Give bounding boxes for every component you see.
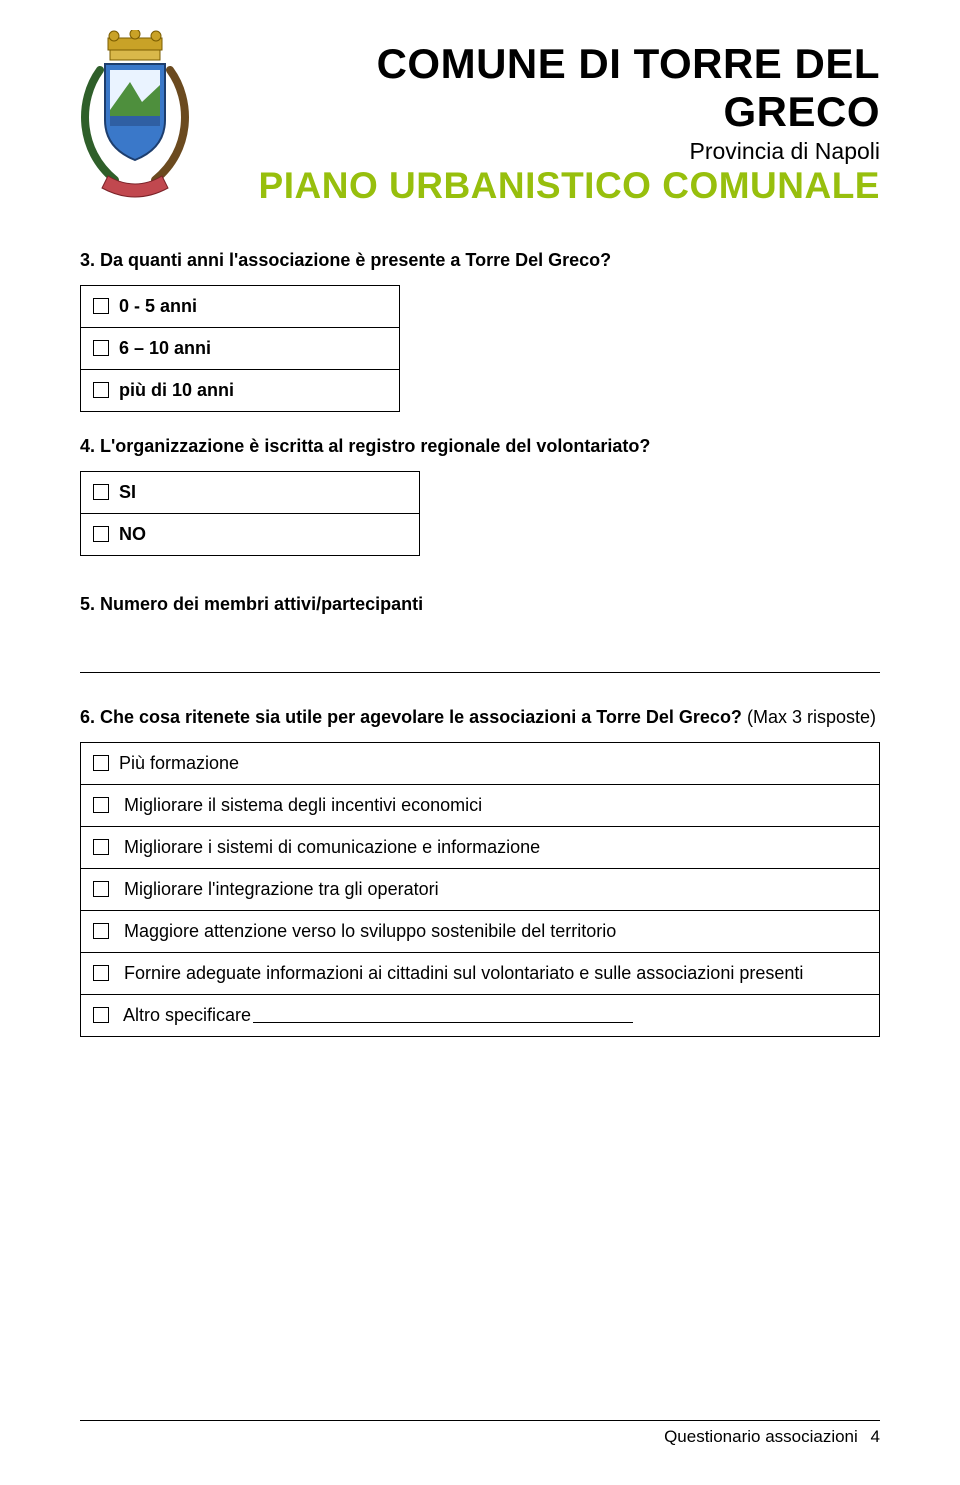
checkbox-icon[interactable] bbox=[93, 881, 109, 897]
q4-option-0-label: SI bbox=[119, 482, 136, 502]
header-plan-title: PIANO URBANISTICO COMUNALE bbox=[220, 165, 880, 207]
q6-other-line[interactable] bbox=[253, 1022, 633, 1023]
footer-rule bbox=[80, 1420, 880, 1421]
checkbox-icon[interactable] bbox=[93, 965, 109, 981]
form-content: 3. Da quanti anni l'associazione è prese… bbox=[80, 250, 880, 1037]
q6-option-2[interactable]: Migliorare i sistemi di comunicazione e … bbox=[81, 827, 880, 869]
checkbox-icon[interactable] bbox=[93, 923, 109, 939]
footer-text: Questionario associazioni 4 bbox=[80, 1427, 880, 1447]
q6-option-5-label: Fornire adeguate informazioni ai cittadi… bbox=[119, 963, 803, 983]
q6-option-0[interactable]: Più formazione bbox=[81, 743, 880, 785]
header-subtitle: Provincia di Napoli bbox=[220, 138, 880, 165]
q3-option-0[interactable]: 0 - 5 anni bbox=[81, 286, 400, 328]
footer-page-number: 4 bbox=[871, 1427, 880, 1446]
question-6-prompt: 6. Che cosa ritenete sia utile per agevo… bbox=[80, 707, 880, 728]
footer-label: Questionario associazioni bbox=[664, 1427, 858, 1446]
q6-option-1[interactable]: Migliorare il sistema degli incentivi ec… bbox=[81, 785, 880, 827]
q3-option-1[interactable]: 6 – 10 anni bbox=[81, 328, 400, 370]
checkbox-icon[interactable] bbox=[93, 526, 109, 542]
question-5-prompt: 5. Numero dei membri attivi/partecipanti bbox=[80, 594, 880, 615]
page: COMUNE DI TORRE DEL GRECO Provincia di N… bbox=[0, 0, 960, 1485]
q6-option-6[interactable]: Altro specificare bbox=[81, 995, 880, 1037]
q6-option-4[interactable]: Maggiore attenzione verso lo sviluppo so… bbox=[81, 911, 880, 953]
question-6-options: Più formazione Migliorare il sistema deg… bbox=[80, 742, 880, 1037]
checkbox-icon[interactable] bbox=[93, 797, 109, 813]
q4-option-1[interactable]: NO bbox=[81, 514, 420, 556]
q6-option-0-label: Più formazione bbox=[119, 753, 239, 773]
q6-option-5[interactable]: Fornire adeguate informazioni ai cittadi… bbox=[81, 953, 880, 995]
checkbox-icon[interactable] bbox=[93, 340, 109, 356]
checkbox-icon[interactable] bbox=[93, 298, 109, 314]
city-crest-icon bbox=[60, 30, 210, 200]
question-4-prompt: 4. L'organizzazione è iscritta al regist… bbox=[80, 436, 880, 457]
q6-option-3-label: Migliorare l'integrazione tra gli operat… bbox=[119, 879, 439, 899]
q6-option-6-label: Altro specificare bbox=[119, 1005, 251, 1025]
q6-prompt-text: 6. Che cosa ritenete sia utile per agevo… bbox=[80, 707, 742, 727]
q6-option-1-label: Migliorare il sistema degli incentivi ec… bbox=[119, 795, 482, 815]
checkbox-icon[interactable] bbox=[93, 1007, 109, 1023]
q3-option-1-label: 6 – 10 anni bbox=[119, 338, 211, 358]
q5-answer-line[interactable] bbox=[80, 645, 880, 673]
q6-option-3[interactable]: Migliorare l'integrazione tra gli operat… bbox=[81, 869, 880, 911]
page-header: COMUNE DI TORRE DEL GRECO Provincia di N… bbox=[80, 40, 880, 220]
q3-option-0-label: 0 - 5 anni bbox=[119, 296, 197, 316]
q6-hint: (Max 3 risposte) bbox=[747, 707, 876, 727]
q3-option-2-label: più di 10 anni bbox=[119, 380, 234, 400]
page-footer: Questionario associazioni 4 bbox=[80, 1420, 880, 1447]
q6-option-2-label: Migliorare i sistemi di comunicazione e … bbox=[119, 837, 540, 857]
checkbox-icon[interactable] bbox=[93, 755, 109, 771]
checkbox-icon[interactable] bbox=[93, 484, 109, 500]
q4-option-1-label: NO bbox=[119, 524, 146, 544]
header-title: COMUNE DI TORRE DEL GRECO bbox=[220, 40, 880, 136]
q4-option-0[interactable]: SI bbox=[81, 472, 420, 514]
checkbox-icon[interactable] bbox=[93, 382, 109, 398]
question-4-options: SI NO bbox=[80, 471, 420, 556]
question-3-options: 0 - 5 anni 6 – 10 anni più di 10 anni bbox=[80, 285, 400, 412]
q6-option-4-label: Maggiore attenzione verso lo sviluppo so… bbox=[119, 921, 616, 941]
question-3-prompt: 3. Da quanti anni l'associazione è prese… bbox=[80, 250, 880, 271]
header-text-block: COMUNE DI TORRE DEL GRECO Provincia di N… bbox=[220, 40, 880, 207]
checkbox-icon[interactable] bbox=[93, 839, 109, 855]
q3-option-2[interactable]: più di 10 anni bbox=[81, 370, 400, 412]
